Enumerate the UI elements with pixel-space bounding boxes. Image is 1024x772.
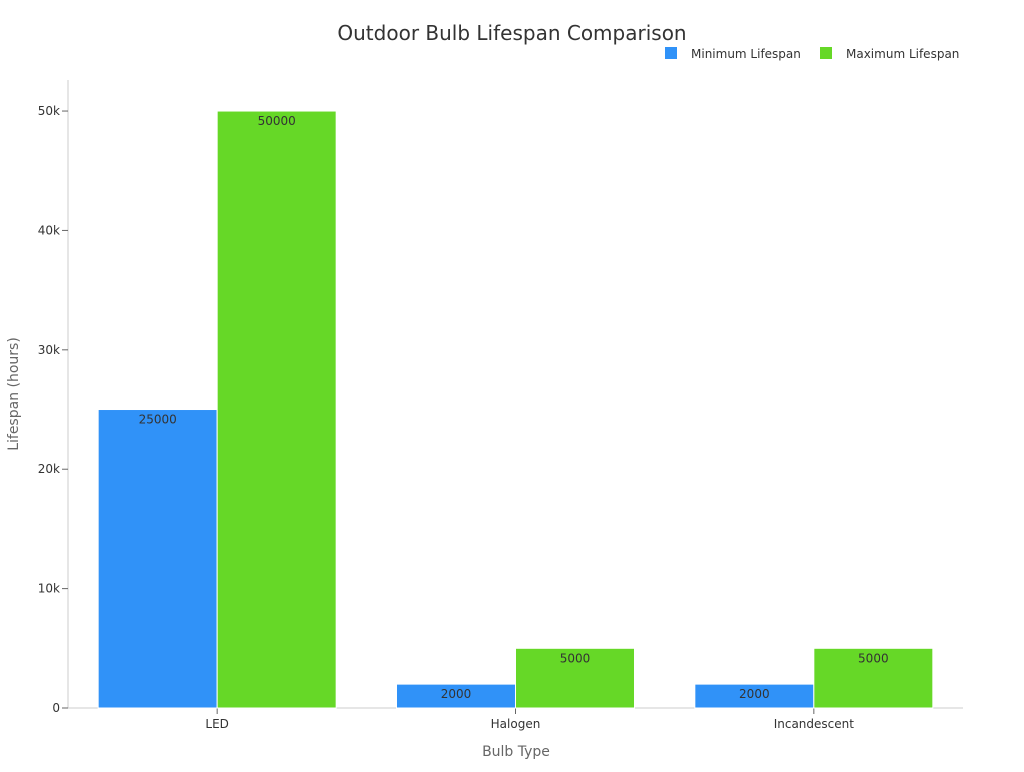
chart-title: Outdoor Bulb Lifespan Comparison xyxy=(337,21,686,45)
legend-swatch xyxy=(665,47,677,59)
bar xyxy=(97,409,218,709)
x-tick-label: LED xyxy=(205,717,229,731)
y-tick-label: 50k xyxy=(38,104,60,118)
bar-value-label: 50000 xyxy=(258,114,296,128)
y-axis: 0 10k 20k 30k 40k 50k xyxy=(38,80,69,715)
bar-value-label: 25000 xyxy=(139,413,177,427)
legend-label: Maximum Lifespan xyxy=(846,47,959,61)
bar xyxy=(216,110,337,709)
bar-value-label: 2000 xyxy=(441,687,472,701)
legend-item: Maximum Lifespan xyxy=(820,47,959,61)
bar-value-label: 2000 xyxy=(739,687,770,701)
bar xyxy=(515,647,635,709)
y-tick-label: 10k xyxy=(38,582,60,596)
y-tick-label: 30k xyxy=(38,343,60,357)
bar-labels: 25000 50000 2000 5000 2000 5000 xyxy=(139,114,889,701)
legend-item: Minimum Lifespan xyxy=(665,47,801,61)
x-tick-label: Halogen xyxy=(491,717,541,731)
legend: Minimum Lifespan Maximum Lifespan xyxy=(665,47,959,61)
y-tick-label: 40k xyxy=(38,223,60,237)
x-axis-label: Bulb Type xyxy=(482,744,550,760)
x-axis: LED Halogen Incandescent xyxy=(68,707,963,731)
legend-swatch xyxy=(820,47,832,59)
bar xyxy=(813,647,934,709)
bar-value-label: 5000 xyxy=(858,651,889,665)
bar-value-label: 5000 xyxy=(560,651,591,665)
legend-label: Minimum Lifespan xyxy=(691,47,801,61)
bars xyxy=(97,110,934,709)
y-tick-label: 0 xyxy=(52,701,60,715)
y-axis-label: Lifespan (hours) xyxy=(6,337,22,451)
x-tick-label: Incandescent xyxy=(774,717,855,731)
y-tick-label: 20k xyxy=(38,462,60,476)
